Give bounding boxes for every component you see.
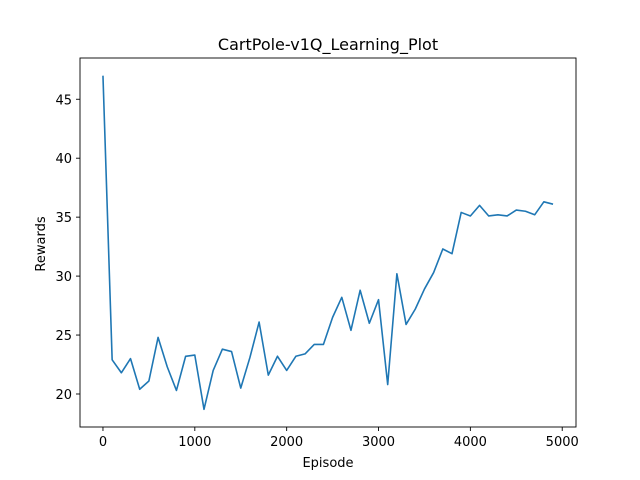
y-tick-label: 40 <box>55 152 72 167</box>
x-tick-label: 4000 <box>454 435 487 450</box>
x-tick-label: 0 <box>99 435 107 450</box>
y-tick-label: 20 <box>55 388 72 403</box>
x-tick-label: 1000 <box>178 435 211 450</box>
y-tick-label: 45 <box>55 93 72 108</box>
series-line-0 <box>102 75 554 411</box>
chart-title: CartPole-v1Q_Learning_Plot <box>218 35 438 55</box>
y-axis-label: Rewards <box>34 216 49 271</box>
plot-area: 0 1000 2000 3000 4000 5000 20 25 30 35 40 45 <box>55 57 579 450</box>
x-tick-label: 3000 <box>362 435 395 450</box>
x-tick-label: 5000 <box>546 435 579 450</box>
y-tick-label: 25 <box>55 329 72 344</box>
y-tick-label: 35 <box>55 211 72 226</box>
y-tick-label: 30 <box>55 270 72 285</box>
x-axis-label: Episode <box>302 456 353 471</box>
axes-frame <box>79 57 577 428</box>
x-tick-label: 2000 <box>270 435 303 450</box>
